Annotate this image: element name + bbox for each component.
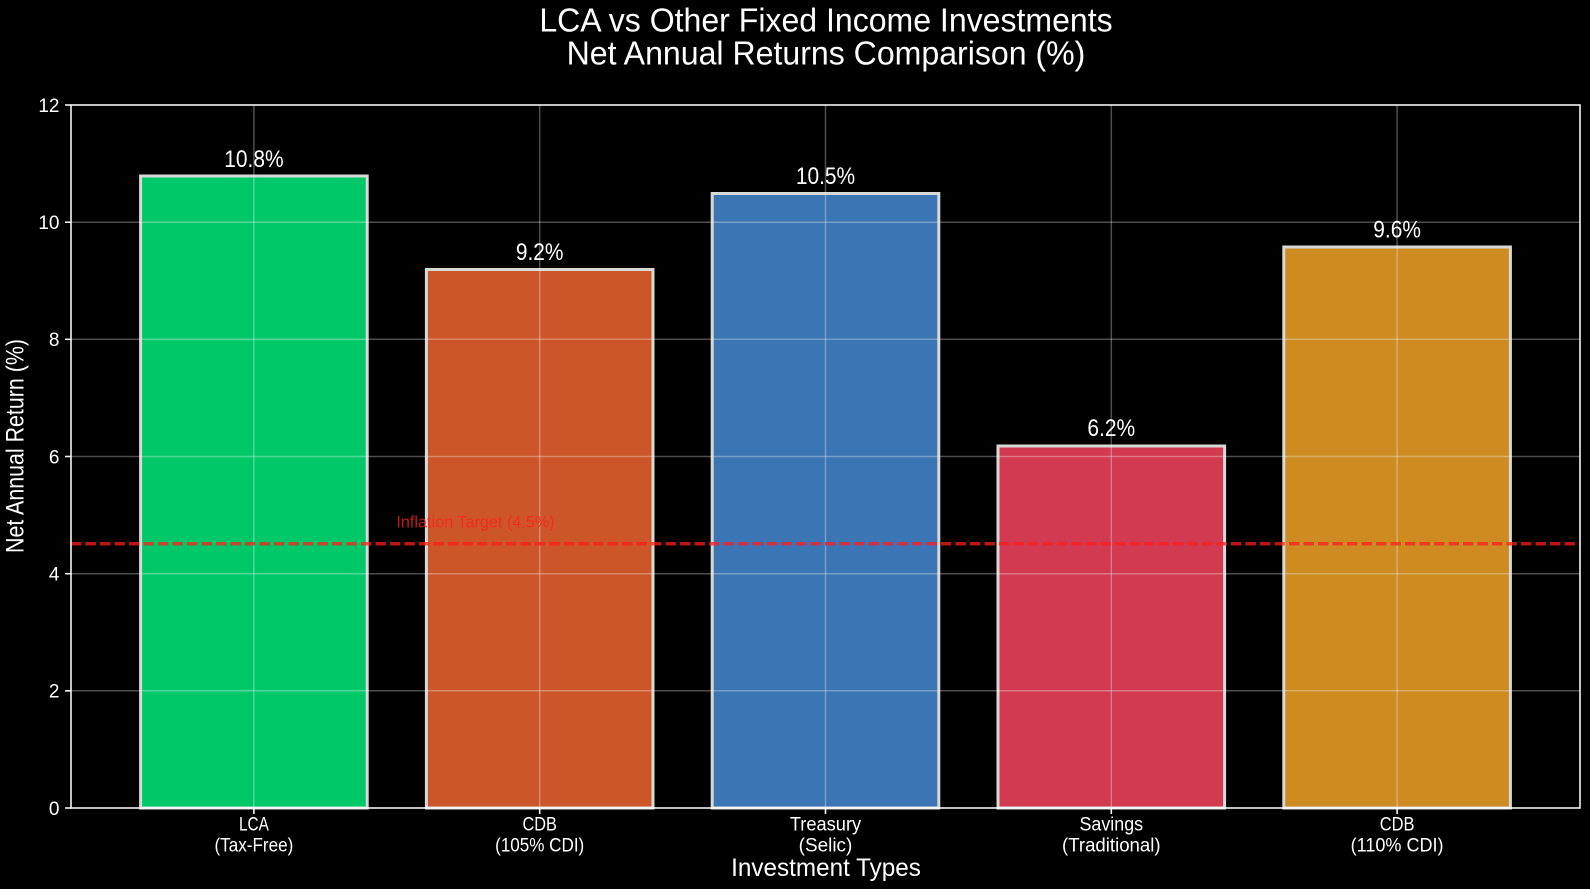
svg-text:10.8%: 10.8% — [224, 147, 283, 173]
svg-text:Inflation Target (4.5%): Inflation Target (4.5%) — [396, 512, 554, 531]
svg-text:2: 2 — [49, 682, 60, 703]
svg-text:(Selic): (Selic) — [799, 835, 853, 856]
svg-text:9.6%: 9.6% — [1373, 218, 1421, 244]
svg-text:Savings: Savings — [1080, 815, 1144, 836]
svg-text:CDB: CDB — [523, 815, 557, 836]
svg-text:(Tax-Free): (Tax-Free) — [214, 835, 293, 856]
svg-text:CDB: CDB — [1380, 815, 1415, 836]
svg-text:(110% CDI): (110% CDI) — [1351, 835, 1444, 856]
svg-text:6: 6 — [49, 447, 60, 468]
svg-text:LCA: LCA — [239, 815, 269, 836]
svg-text:0: 0 — [49, 799, 60, 820]
svg-text:10: 10 — [38, 213, 59, 234]
svg-text:Treasury: Treasury — [790, 815, 862, 836]
svg-text:8: 8 — [49, 330, 60, 351]
svg-text:LCA vs Other Fixed Income Inve: LCA vs Other Fixed Income Investments — [539, 3, 1112, 40]
svg-text:Investment Types: Investment Types — [731, 854, 921, 882]
svg-text:6.2%: 6.2% — [1087, 416, 1135, 442]
svg-text:(105% CDI): (105% CDI) — [495, 835, 584, 856]
svg-text:(Traditional): (Traditional) — [1062, 835, 1161, 856]
svg-text:4: 4 — [49, 565, 60, 586]
svg-text:10.5%: 10.5% — [796, 164, 855, 190]
svg-text:12: 12 — [38, 96, 59, 117]
svg-text:Net Annual Return (%): Net Annual Return (%) — [2, 339, 30, 553]
svg-text:Net Annual Returns Comparison: Net Annual Returns Comparison (%) — [567, 36, 1086, 73]
svg-text:9.2%: 9.2% — [516, 240, 564, 266]
